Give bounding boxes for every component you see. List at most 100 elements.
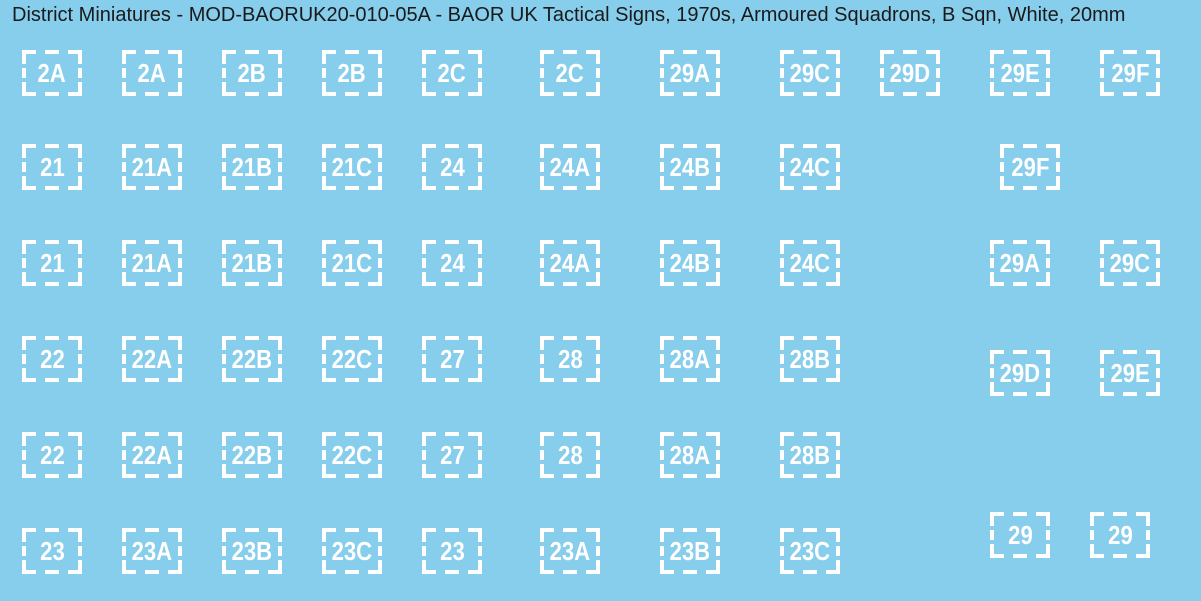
- sign-label: 24A: [550, 154, 591, 180]
- frame-segment: [478, 162, 482, 172]
- frame-segment: [378, 368, 382, 382]
- frame-segment: [1123, 240, 1137, 244]
- frame-segment: [596, 354, 600, 364]
- frame-segment: [660, 528, 664, 542]
- frame-segment: [1013, 92, 1027, 96]
- frame-segment: [322, 82, 326, 96]
- frame-segment: [1013, 554, 1027, 558]
- frame-segment: [22, 82, 26, 96]
- frame-segment: [716, 50, 720, 64]
- frame-segment: [78, 272, 82, 286]
- frame-segment: [1156, 82, 1160, 96]
- frame-segment: [540, 354, 544, 364]
- frame-segment: [145, 50, 159, 54]
- frame-segment: [222, 560, 226, 574]
- frame-segment: [1046, 512, 1050, 526]
- frame-segment: [478, 50, 482, 64]
- frame-segment: [716, 528, 720, 542]
- frame-segment: [322, 368, 326, 382]
- frame-segment: [683, 186, 697, 190]
- frame-segment: [1100, 68, 1104, 78]
- tactical-sign: 23A: [122, 528, 182, 574]
- frame-segment: [780, 162, 784, 172]
- frame-segment: [836, 450, 840, 460]
- frame-segment: [596, 50, 600, 64]
- frame-segment: [322, 336, 326, 350]
- tactical-sign: 29: [990, 512, 1050, 558]
- frame-segment: [45, 186, 59, 190]
- frame-segment: [122, 176, 126, 190]
- frame-segment: [1056, 176, 1060, 190]
- frame-segment: [478, 336, 482, 350]
- frame-segment: [683, 50, 697, 54]
- frame-segment: [780, 82, 784, 96]
- frame-segment: [445, 336, 459, 340]
- frame-segment: [1156, 382, 1160, 396]
- frame-segment: [178, 258, 182, 268]
- frame-segment: [78, 82, 82, 96]
- tactical-sign: 2A: [22, 50, 82, 96]
- frame-segment: [445, 92, 459, 96]
- frame-segment: [422, 258, 426, 268]
- frame-segment: [660, 82, 664, 96]
- frame-segment: [278, 432, 282, 446]
- sign-label: 28A: [670, 442, 711, 468]
- tactical-sign: 27: [422, 432, 482, 478]
- frame-segment: [563, 528, 577, 532]
- sign-label: 27: [440, 346, 465, 372]
- frame-segment: [422, 432, 426, 446]
- frame-segment: [803, 282, 817, 286]
- tactical-sign: 21B: [222, 240, 282, 286]
- frame-segment: [660, 144, 664, 158]
- frame-segment: [716, 450, 720, 460]
- frame-segment: [836, 432, 840, 446]
- sign-label: 2C: [556, 60, 584, 86]
- sign-label: 29D: [1000, 360, 1041, 386]
- frame-segment: [660, 162, 664, 172]
- frame-segment: [445, 144, 459, 148]
- frame-segment: [1046, 82, 1050, 96]
- frame-segment: [596, 464, 600, 478]
- frame-segment: [422, 176, 426, 190]
- frame-segment: [540, 528, 544, 542]
- frame-segment: [278, 50, 282, 64]
- frame-segment: [716, 368, 720, 382]
- frame-segment: [990, 544, 994, 558]
- frame-segment: [1046, 50, 1050, 64]
- frame-segment: [422, 336, 426, 350]
- frame-segment: [836, 258, 840, 268]
- frame-segment: [345, 92, 359, 96]
- frame-segment: [716, 272, 720, 286]
- sign-label: 24A: [550, 250, 591, 276]
- frame-segment: [660, 176, 664, 190]
- sign-label: 29A: [670, 60, 711, 86]
- frame-segment: [478, 82, 482, 96]
- frame-segment: [178, 144, 182, 158]
- frame-segment: [322, 68, 326, 78]
- frame-segment: [422, 450, 426, 460]
- frame-segment: [803, 570, 817, 574]
- frame-segment: [178, 450, 182, 460]
- frame-segment: [278, 450, 282, 460]
- frame-segment: [178, 528, 182, 542]
- frame-segment: [540, 368, 544, 382]
- frame-segment: [716, 82, 720, 96]
- frame-segment: [780, 546, 784, 556]
- frame-segment: [836, 68, 840, 78]
- frame-segment: [836, 162, 840, 172]
- frame-segment: [445, 432, 459, 436]
- frame-segment: [540, 68, 544, 78]
- frame-segment: [78, 450, 82, 460]
- frame-segment: [378, 546, 382, 556]
- frame-segment: [222, 272, 226, 286]
- frame-segment: [563, 378, 577, 382]
- frame-segment: [660, 354, 664, 364]
- frame-segment: [880, 68, 884, 78]
- frame-segment: [245, 378, 259, 382]
- frame-segment: [345, 474, 359, 478]
- frame-segment: [936, 82, 940, 96]
- frame-segment: [1000, 176, 1004, 190]
- tactical-sign: 24A: [540, 144, 600, 190]
- frame-segment: [378, 176, 382, 190]
- frame-segment: [836, 82, 840, 96]
